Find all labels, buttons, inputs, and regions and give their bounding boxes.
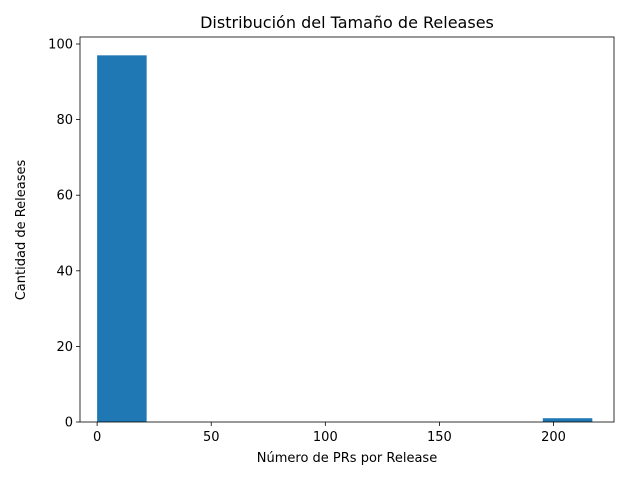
axes-frame [79,36,615,423]
chart-title: Distribución del Tamaño de Releases [200,13,494,32]
bars-group [97,55,593,422]
x-tick-label: 100 [313,430,338,445]
y-axis-ticks: 0 20 40 60 80 100 [48,37,80,431]
y-tick-label: 60 [56,189,73,204]
x-tick-label: 0 [93,430,101,445]
y-tick-label: 20 [56,340,73,355]
y-tick-label: 100 [48,37,73,52]
plot-area: 0 50 100 150 200 0 20 40 60 80 100 [48,36,615,445]
x-tick-label: 50 [203,430,220,445]
histogram-bar-0 [97,55,147,422]
x-tick-label: 200 [541,430,566,445]
histogram-bar-9 [542,418,593,422]
y-tick-label: 80 [56,113,73,128]
x-axis-ticks: 0 50 100 150 200 [93,422,566,445]
x-axis-label: Número de PRs por Release [257,451,437,466]
y-tick-label: 40 [56,264,73,279]
y-axis-label: Cantidad de Releases [14,160,29,301]
x-tick-label: 150 [427,430,452,445]
y-tick-label: 0 [65,416,73,431]
